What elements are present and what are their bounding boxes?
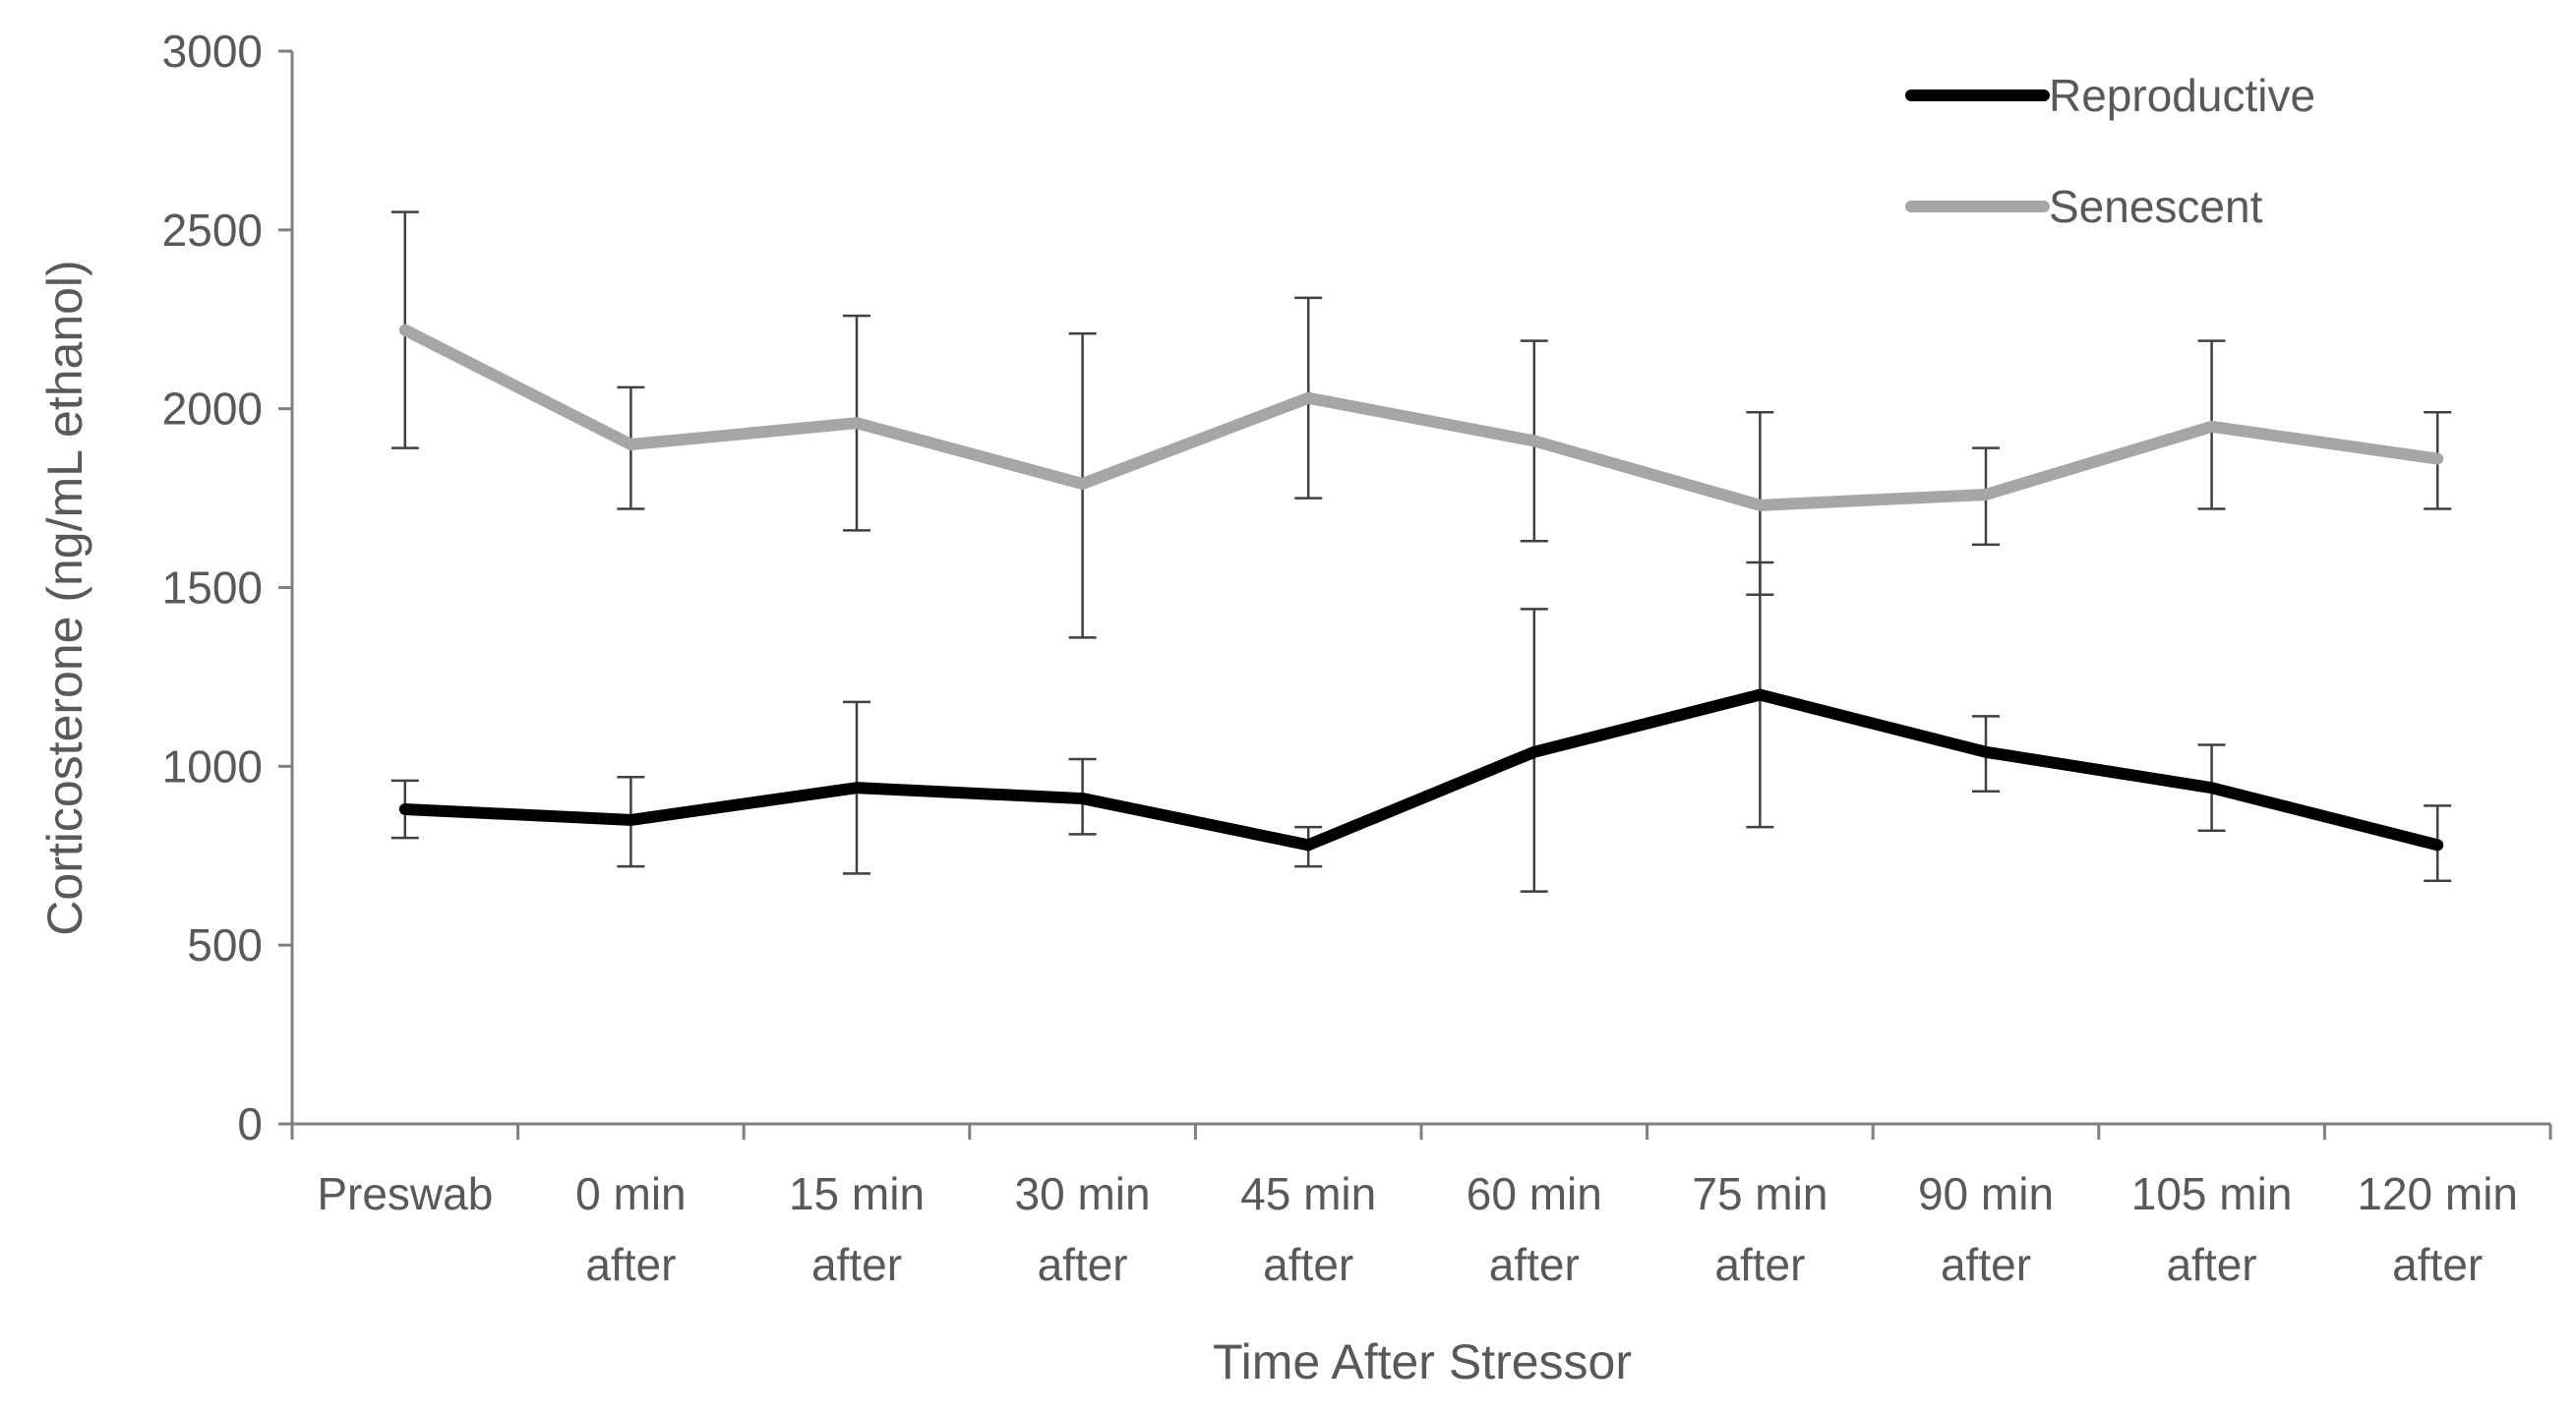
- x-tick-label: 120 min after: [2357, 1168, 2518, 1290]
- y-tick-label: 3000: [162, 26, 263, 77]
- axes: 0 500 1000 1500 2000 2500 3000 Preswab 0 min afte…: [162, 26, 2552, 1290]
- y-tick-label: 0: [237, 1098, 263, 1149]
- legend-item-senescent: Senescent: [1905, 181, 2263, 232]
- x-tick-label: 75 min after: [1692, 1168, 1827, 1290]
- y-axis-title: Corticosterone (ng/mL ethanol): [37, 260, 92, 935]
- x-tick-label: 30 min after: [1015, 1168, 1151, 1290]
- y-tick-label: 1000: [162, 740, 263, 792]
- y-tick-label: 1500: [162, 562, 263, 614]
- series-reproductive: [390, 560, 2452, 893]
- x-axis-title: Time After Stressor: [1213, 1334, 1632, 1389]
- x-tick-label: 0 min after: [575, 1168, 686, 1290]
- y-tick-label: 500: [187, 919, 263, 971]
- series-layer: [390, 210, 2452, 893]
- series-senescent: [390, 210, 2452, 639]
- series-line-reproductive: [398, 688, 2444, 852]
- x-tick-label: 45 min after: [1240, 1168, 1376, 1290]
- x-tick-label: 105 min after: [2131, 1168, 2293, 1290]
- x-tick-label: 60 min after: [1467, 1168, 1602, 1290]
- legend-label: Reproductive: [2049, 70, 2315, 121]
- x-tick-label: 15 min after: [789, 1168, 925, 1290]
- x-tick-label: Preswab: [317, 1168, 493, 1219]
- series-line-senescent: [398, 324, 2444, 511]
- y-tick-label: 2000: [162, 383, 263, 435]
- y-tick-label: 2500: [162, 205, 263, 256]
- legend: Reproductive Senescent: [1905, 70, 2315, 232]
- legend-item-reproductive: Reproductive: [1905, 70, 2315, 121]
- legend-label: Senescent: [2049, 181, 2263, 232]
- x-tick-label: 90 min after: [1918, 1168, 2054, 1290]
